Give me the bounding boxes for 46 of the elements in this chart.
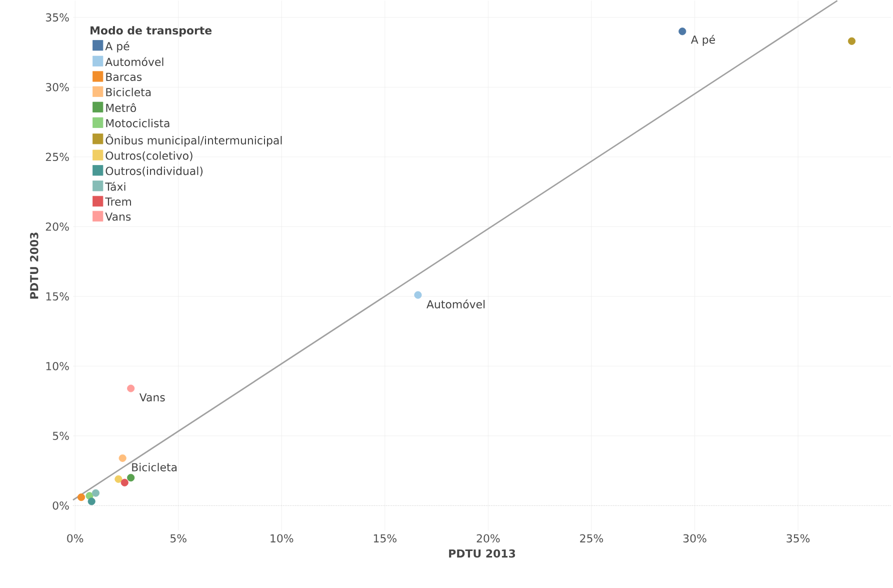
point xyxy=(88,498,96,506)
x-tick-label: 5% xyxy=(170,534,186,543)
point xyxy=(114,475,122,484)
legend-label: Ônibus municipal/intermunicipal xyxy=(106,134,282,147)
point xyxy=(678,28,686,36)
point xyxy=(127,384,135,392)
x-tick-label: 15% xyxy=(374,534,396,543)
y-tick-label: 10% xyxy=(46,362,69,370)
x-tick-label: 30% xyxy=(683,534,706,543)
legend-label: Bicicleta xyxy=(106,88,151,96)
legend-label: Metrô xyxy=(106,103,136,112)
y-tick-label: 25% xyxy=(46,152,69,162)
x-tick-label: 10% xyxy=(270,534,294,543)
x-tick-label: 35% xyxy=(786,534,810,543)
legend-label: Motociclista xyxy=(106,119,170,128)
y-tick-label: 0% xyxy=(52,502,69,510)
point xyxy=(92,489,100,497)
x-tick-label: 0% xyxy=(67,534,84,543)
point xyxy=(120,478,128,487)
legend-title: Modo de transporte xyxy=(90,26,212,37)
legend-label: Outros(coletivo) xyxy=(106,151,192,162)
point xyxy=(127,474,135,482)
legend-label: Outros(individual) xyxy=(106,166,203,177)
y-tick-label: 20% xyxy=(46,222,69,231)
y-tick-label: 5% xyxy=(52,432,69,440)
annotation: Automóvel xyxy=(426,300,485,309)
x-tick-label: 20% xyxy=(476,534,500,543)
legend-label: A pé xyxy=(105,42,130,53)
y-tick-label: 15% xyxy=(46,292,69,301)
point xyxy=(414,291,422,299)
legend-label: Trem xyxy=(105,198,131,206)
annotation: Vans xyxy=(139,393,165,402)
point xyxy=(77,494,86,502)
x-axis-title: PDTU 2013 xyxy=(449,550,516,558)
x-tick-label: 25% xyxy=(580,534,604,543)
legend-label: Barcas xyxy=(106,73,142,82)
legend-label: Táxi xyxy=(105,182,126,191)
annotation: Bicicleta xyxy=(132,463,177,472)
y-axis-title: PDTU 2003 xyxy=(30,232,38,299)
annotation: A pé xyxy=(690,34,715,46)
point xyxy=(848,38,856,46)
y-tick-label: 30% xyxy=(46,83,69,92)
point xyxy=(118,454,126,462)
legend-label: Vans xyxy=(105,212,131,221)
legend-label: Automóvel xyxy=(105,57,164,66)
y-tick-label: 35% xyxy=(46,13,69,22)
